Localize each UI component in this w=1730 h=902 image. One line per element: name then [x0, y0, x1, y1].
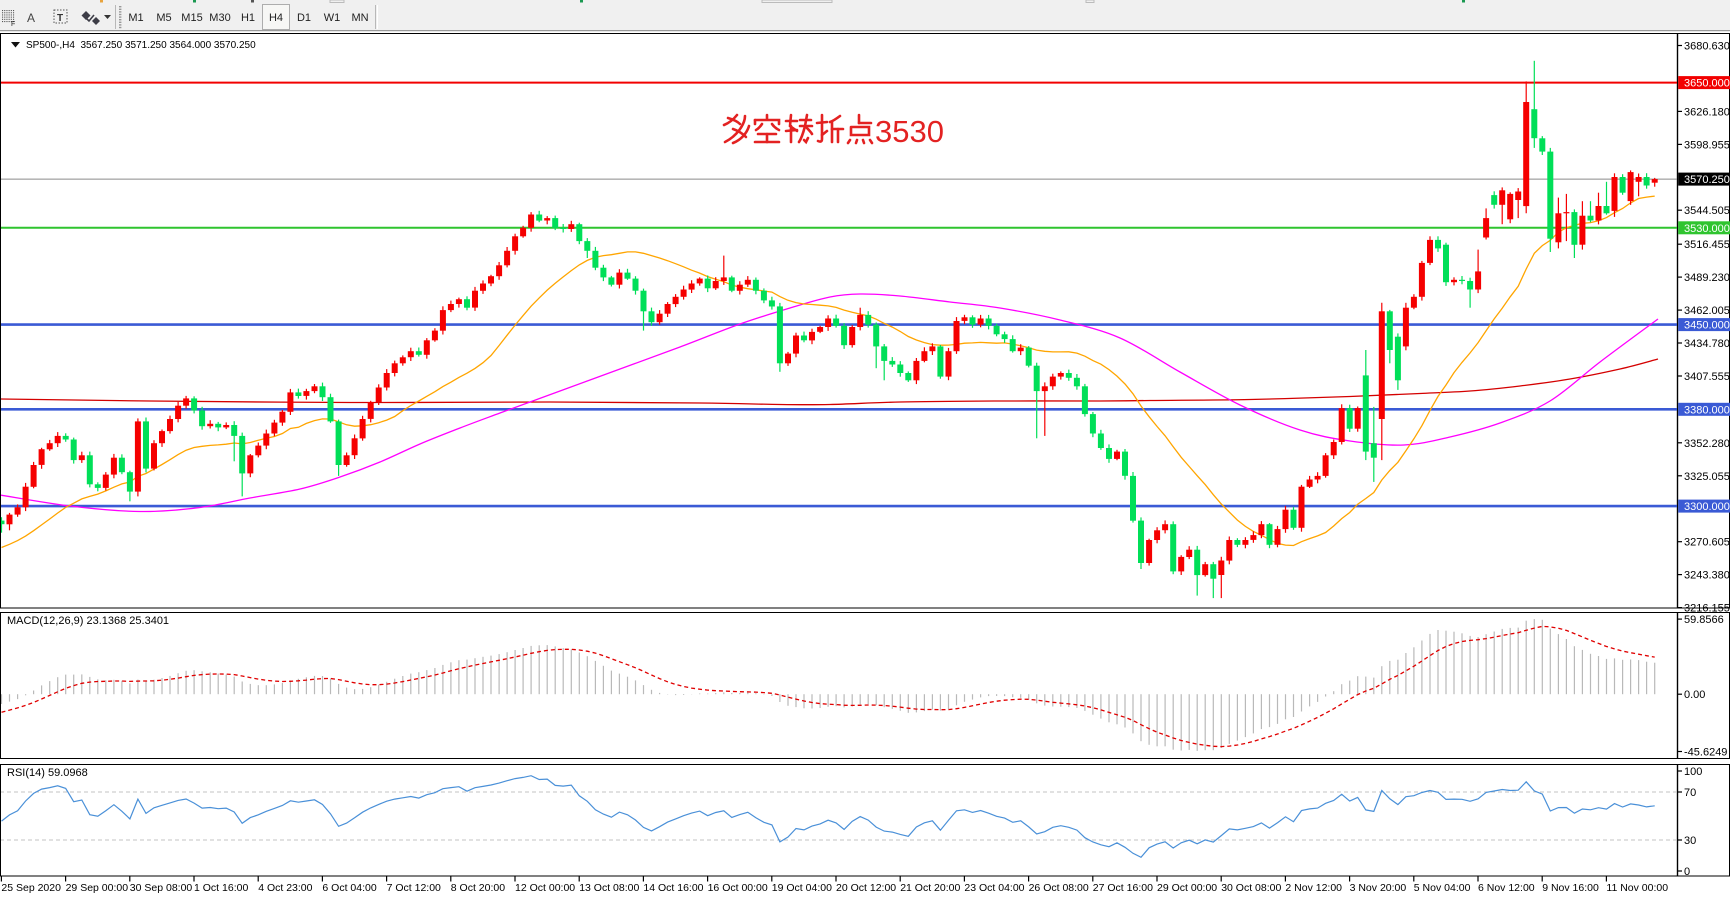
svg-text:30: 30: [1684, 835, 1696, 847]
svg-text:MACD(12,26,9) 23.1368 25.3401: MACD(12,26,9) 23.1368 25.3401: [7, 615, 169, 627]
svg-text:12 Oct 00:00: 12 Oct 00:00: [515, 882, 575, 894]
svg-text:7 Oct 12:00: 7 Oct 12:00: [387, 882, 441, 894]
svg-text:3544.505: 3544.505: [1684, 205, 1730, 217]
svg-text:3450.000: 3450.000: [1684, 320, 1730, 332]
svg-text:5 Nov 04:00: 5 Nov 04:00: [1414, 882, 1471, 894]
svg-text:30 Sep 08:00: 30 Sep 08:00: [130, 882, 193, 894]
svg-text:100: 100: [1684, 766, 1702, 778]
svg-text:3325.055: 3325.055: [1684, 471, 1730, 483]
svg-text:0: 0: [1684, 866, 1690, 878]
svg-text:13 Oct 08:00: 13 Oct 08:00: [579, 882, 639, 894]
svg-text:21 Oct 20:00: 21 Oct 20:00: [900, 882, 960, 894]
svg-text:A: A: [27, 11, 35, 25]
svg-text:19 Oct 04:00: 19 Oct 04:00: [772, 882, 832, 894]
svg-text:3530.000: 3530.000: [1684, 223, 1730, 235]
svg-text:14 Oct 16:00: 14 Oct 16:00: [643, 882, 703, 894]
svg-text:3598.955: 3598.955: [1684, 139, 1730, 151]
svg-text:M5: M5: [156, 12, 171, 24]
svg-text:9 Nov 16:00: 9 Nov 16:00: [1542, 882, 1599, 894]
svg-text:-45.6249: -45.6249: [1684, 747, 1727, 759]
svg-text:H1: H1: [241, 12, 255, 24]
svg-text:F: F: [11, 21, 15, 28]
svg-text:3216.155: 3216.155: [1684, 603, 1730, 615]
svg-text:3680.630: 3680.630: [1684, 41, 1730, 53]
svg-text:H4: H4: [269, 12, 283, 24]
svg-text:3352.280: 3352.280: [1684, 438, 1730, 450]
svg-text:3516.455: 3516.455: [1684, 239, 1730, 251]
svg-text:70: 70: [1684, 787, 1696, 799]
svg-text:3462.005: 3462.005: [1684, 305, 1730, 317]
svg-text:3650.000: 3650.000: [1684, 78, 1730, 90]
svg-text:27 Oct 16:00: 27 Oct 16:00: [1093, 882, 1153, 894]
svg-text:23 Oct 04:00: 23 Oct 04:00: [964, 882, 1024, 894]
svg-text:3300.000: 3300.000: [1684, 501, 1730, 513]
svg-text:4 Oct 23:00: 4 Oct 23:00: [258, 882, 312, 894]
svg-text:11 Nov 00:00: 11 Nov 00:00: [1606, 882, 1668, 894]
svg-text:25 Sep 2020: 25 Sep 2020: [1, 882, 61, 894]
svg-text:M15: M15: [181, 12, 202, 24]
svg-text:W1: W1: [324, 12, 341, 24]
svg-text:3407.555: 3407.555: [1684, 371, 1730, 383]
svg-text:0.00: 0.00: [1684, 689, 1705, 701]
svg-text:3626.180: 3626.180: [1684, 106, 1730, 118]
svg-text:8 Oct 20:00: 8 Oct 20:00: [451, 882, 505, 894]
svg-text:3530: 3530: [875, 114, 944, 149]
svg-text:M1: M1: [128, 12, 143, 24]
svg-text:M30: M30: [209, 12, 230, 24]
svg-text:1 Oct 16:00: 1 Oct 16:00: [194, 882, 248, 894]
svg-text:3434.780: 3434.780: [1684, 338, 1730, 350]
svg-text:59.8566: 59.8566: [1684, 614, 1724, 626]
svg-text:2 Nov 12:00: 2 Nov 12:00: [1285, 882, 1342, 894]
svg-text:SP500-,H4 3567.250 3571.250 3: SP500-,H4 3567.250 3571.250 3564.000 357…: [26, 40, 256, 51]
svg-text:T: T: [57, 13, 63, 24]
svg-text:3 Nov 20:00: 3 Nov 20:00: [1350, 882, 1407, 894]
svg-text:20 Oct 12:00: 20 Oct 12:00: [836, 882, 896, 894]
svg-text:D1: D1: [297, 12, 311, 24]
svg-text:26 Oct 08:00: 26 Oct 08:00: [1029, 882, 1089, 894]
svg-text:16 Oct 00:00: 16 Oct 00:00: [708, 882, 768, 894]
svg-text:6 Nov 12:00: 6 Nov 12:00: [1478, 882, 1535, 894]
svg-text:29 Oct 00:00: 29 Oct 00:00: [1157, 882, 1217, 894]
svg-text:3380.000: 3380.000: [1684, 404, 1730, 416]
svg-text:3489.230: 3489.230: [1684, 272, 1730, 284]
svg-text:3570.250: 3570.250: [1684, 174, 1730, 186]
svg-text:3270.605: 3270.605: [1684, 537, 1730, 549]
svg-text:29 Sep 00:00: 29 Sep 00:00: [66, 882, 129, 894]
svg-text:30 Oct 08:00: 30 Oct 08:00: [1221, 882, 1281, 894]
svg-text:3243.380: 3243.380: [1684, 570, 1730, 582]
svg-text:6 Oct 04:00: 6 Oct 04:00: [322, 882, 376, 894]
svg-text:RSI(14) 59.0968: RSI(14) 59.0968: [7, 767, 88, 779]
svg-text:MN: MN: [351, 12, 368, 24]
